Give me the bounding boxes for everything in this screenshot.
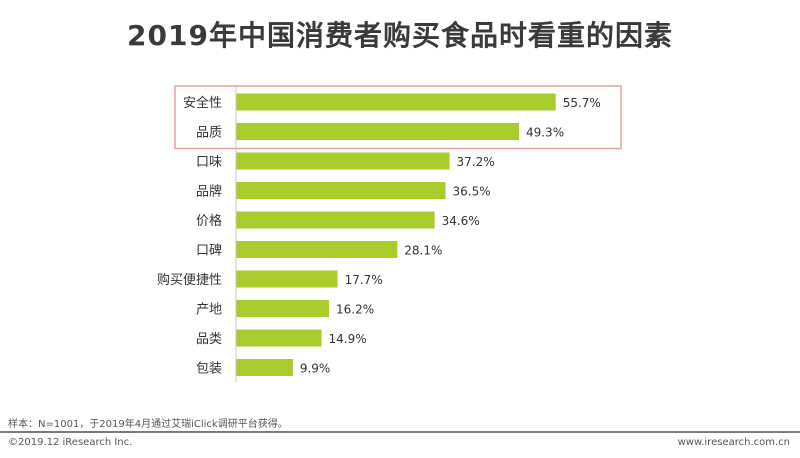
bar-chart: 安全性 55.7% 品质 49.3% 口味 37.2% 品牌 36.5% 价格 34.6% 口碑 28…: [157, 85, 622, 383]
bar: [236, 270, 338, 288]
category-label: 品牌: [196, 184, 222, 200]
value-label: 49.3%: [526, 126, 564, 140]
value-label: 36.5%: [453, 185, 491, 199]
bar: [236, 359, 293, 376]
category-label: 品类: [196, 332, 222, 347]
bar: [236, 182, 446, 199]
chart-title: 2019年中国消费者购买食品时看重的因素: [127, 19, 673, 52]
bar: [236, 241, 398, 258]
website-url: www.iresearch.com.cn: [677, 437, 790, 448]
category-label: 口碑: [196, 243, 222, 259]
category-label: 口味: [196, 155, 222, 170]
value-label: 28.1%: [404, 244, 442, 258]
sample-note: 样本：N=1001，于2019年4月通过艾瑞iClick调研平台获得。: [8, 419, 288, 430]
value-label: 55.7%: [563, 96, 601, 110]
bar: [236, 300, 329, 317]
highlight-box: [174, 85, 622, 150]
value-label: 17.7%: [345, 273, 383, 287]
bar: [236, 152, 450, 170]
category-label: 品质: [196, 126, 222, 141]
value-label: 14.9%: [329, 332, 367, 346]
category-label: 产地: [196, 303, 222, 318]
bar: [236, 329, 322, 347]
value-label: 9.9%: [300, 362, 331, 376]
value-label: 16.2%: [336, 303, 374, 317]
value-label: 37.2%: [457, 155, 495, 169]
footer-divider: [0, 431, 800, 433]
category-label: 价格: [196, 213, 222, 229]
category-label: 安全性: [183, 95, 222, 111]
bar: [236, 123, 519, 140]
bar: [236, 211, 435, 229]
category-label: 包装: [196, 362, 222, 377]
category-label: 购买便捷性: [157, 272, 222, 288]
value-label: 34.6%: [442, 214, 480, 228]
bar: [236, 93, 556, 111]
copyright: ©2019.12 iResearch Inc.: [8, 437, 133, 448]
